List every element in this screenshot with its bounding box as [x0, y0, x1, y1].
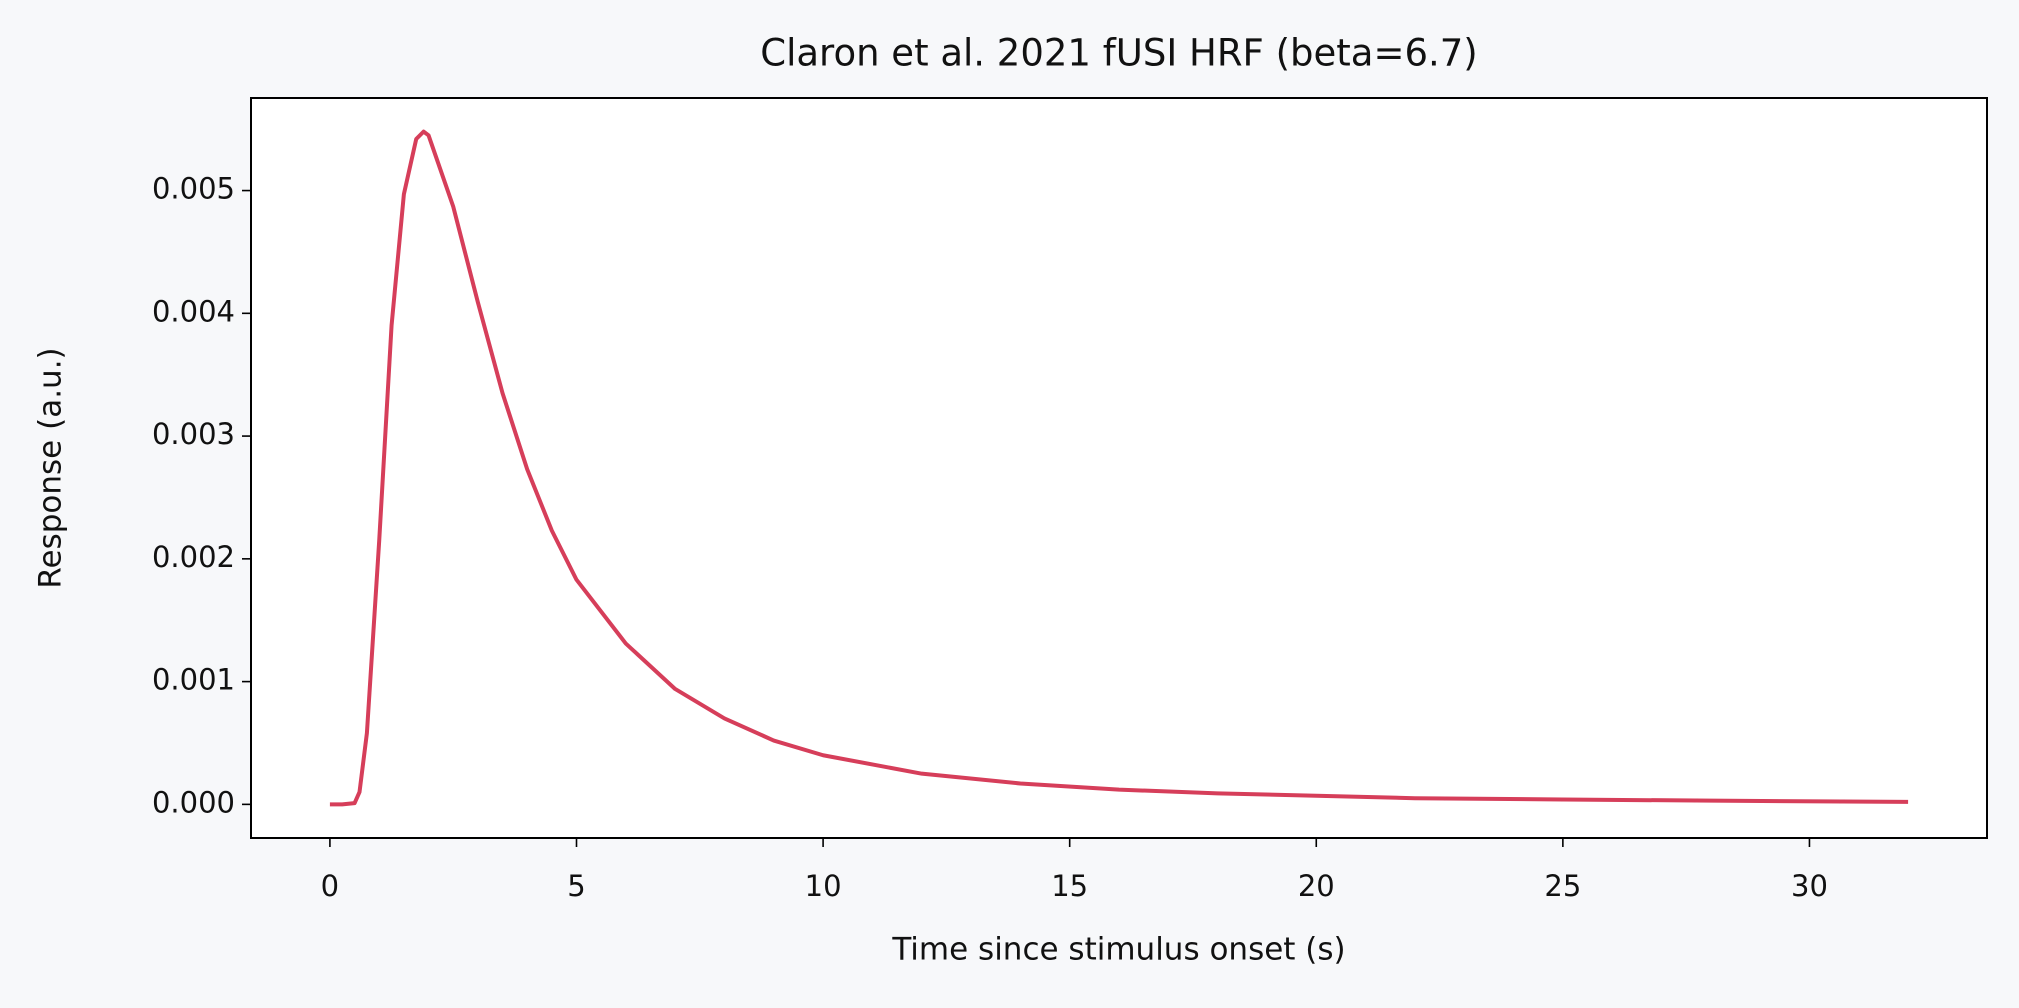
chart-title: Claron et al. 2021 fUSI HRF (beta=6.7): [760, 32, 1477, 75]
y-tick-label: 0.000: [152, 785, 235, 819]
y-tick-label: 0.004: [152, 294, 235, 328]
y-tick-label: 0.002: [152, 540, 235, 574]
x-tick-label: 15: [1051, 869, 1088, 903]
x-tick-label: 25: [1544, 869, 1581, 903]
x-tick-label: 20: [1298, 869, 1335, 903]
x-tick-label: 30: [1791, 869, 1828, 903]
x-tick-label: 0: [321, 869, 339, 903]
axes-frame: [250, 97, 1988, 839]
y-axis-label: Response (a.u.): [33, 347, 69, 588]
plot-area: [251, 98, 1987, 838]
x-tick-label: 5: [567, 869, 585, 903]
x-tick-label: 10: [805, 869, 842, 903]
x-axis-label: Time since stimulus onset (s): [891, 932, 1345, 968]
y-tick-label: 0.003: [152, 417, 235, 451]
y-tick-label: 0.005: [152, 172, 235, 206]
data-line: [329, 129, 1909, 807]
y-tick-label: 0.001: [152, 663, 235, 697]
